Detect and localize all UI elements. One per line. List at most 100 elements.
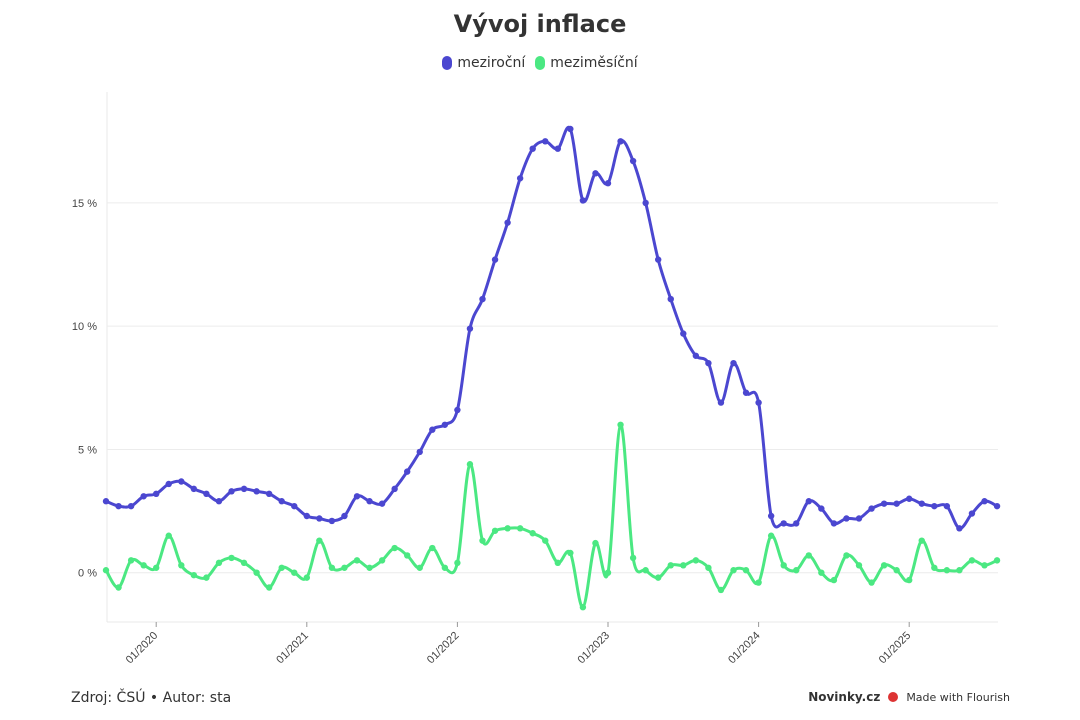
data-point xyxy=(793,520,800,527)
data-point xyxy=(780,520,787,527)
data-point xyxy=(316,515,323,522)
data-point xyxy=(190,571,198,579)
data-point xyxy=(843,552,850,559)
y-tick-label: 0 % xyxy=(78,568,97,580)
data-point xyxy=(855,515,863,522)
data-point xyxy=(981,498,988,505)
brand-logo[interactable]: Novinky.cz xyxy=(808,690,881,704)
data-point xyxy=(466,325,474,332)
data-point xyxy=(516,175,524,182)
legend-label-mezimesicni: meziměsíční xyxy=(550,55,638,71)
data-point xyxy=(504,525,511,532)
made-with-flourish-link[interactable]: Made with Flourish xyxy=(906,690,1010,704)
data-point xyxy=(868,505,875,512)
data-point xyxy=(240,559,248,567)
data-point xyxy=(265,490,273,498)
x-tick-label: 01/2021 xyxy=(274,630,311,667)
data-point xyxy=(830,576,838,584)
data-point xyxy=(705,359,712,367)
data-point xyxy=(341,564,348,571)
data-point xyxy=(190,485,198,493)
data-point xyxy=(454,406,461,414)
data-point xyxy=(353,493,361,500)
data-point xyxy=(943,567,951,574)
data-point xyxy=(567,125,574,133)
data-point xyxy=(542,138,549,145)
data-point xyxy=(617,421,624,428)
data-point xyxy=(667,562,674,569)
data-point xyxy=(830,520,838,527)
data-point xyxy=(742,389,750,396)
data-point xyxy=(968,510,976,517)
data-point xyxy=(843,515,850,522)
legend-item-mezimesicni[interactable]: meziměsíční xyxy=(535,55,638,71)
data-point xyxy=(353,557,361,564)
x-tick-label: 01/2023 xyxy=(576,630,613,667)
x-tick-label: 01/2025 xyxy=(877,630,914,667)
data-point xyxy=(956,525,963,532)
x-tick-label: 01/2020 xyxy=(124,630,161,667)
data-point xyxy=(956,567,963,574)
data-point xyxy=(479,537,486,544)
data-point xyxy=(429,544,436,552)
data-point xyxy=(805,498,812,505)
data-point xyxy=(943,502,951,510)
data-point xyxy=(378,500,386,507)
data-point xyxy=(717,586,725,594)
data-point xyxy=(918,500,925,507)
data-point xyxy=(755,579,762,586)
data-point xyxy=(554,559,561,567)
data-point xyxy=(592,539,599,547)
legend-item-mezirocni[interactable]: meziroční xyxy=(442,55,525,71)
data-point xyxy=(717,399,725,406)
data-point xyxy=(655,256,662,263)
data-point xyxy=(429,426,436,433)
data-point xyxy=(818,505,825,512)
data-point xyxy=(253,569,260,576)
data-point xyxy=(642,567,649,574)
data-point xyxy=(981,562,988,569)
data-point xyxy=(579,604,587,611)
data-point xyxy=(705,564,712,571)
data-point xyxy=(127,502,135,510)
data-point xyxy=(228,488,235,495)
data-point xyxy=(328,517,336,525)
data-point xyxy=(140,562,147,569)
data-point xyxy=(178,478,185,485)
y-tick-label: 10 % xyxy=(72,321,97,333)
data-point xyxy=(102,567,110,574)
data-point xyxy=(366,498,373,505)
data-point xyxy=(504,219,511,226)
data-point xyxy=(253,488,260,495)
data-point xyxy=(215,559,223,567)
data-point xyxy=(542,537,549,544)
data-point xyxy=(228,554,235,562)
legend: meziroční meziměsíční xyxy=(0,55,1080,71)
data-point xyxy=(667,295,674,303)
data-point xyxy=(629,554,637,562)
data-point xyxy=(203,574,210,581)
data-point xyxy=(767,532,775,539)
data-point xyxy=(868,579,875,586)
data-point xyxy=(567,549,574,557)
data-point xyxy=(755,399,762,406)
data-point xyxy=(680,562,687,569)
data-point xyxy=(893,500,900,507)
data-point xyxy=(655,574,662,581)
series-line-mezirocni xyxy=(105,125,998,530)
data-point xyxy=(153,490,160,498)
data-point xyxy=(416,448,423,456)
data-point xyxy=(818,569,825,576)
data-point xyxy=(441,564,449,571)
data-point xyxy=(805,552,812,559)
data-point xyxy=(993,502,1001,510)
data-point xyxy=(140,493,147,500)
y-tick-label: 15 % xyxy=(72,198,97,210)
data-point xyxy=(404,552,411,559)
data-point xyxy=(391,544,398,552)
data-point xyxy=(303,574,310,581)
data-point xyxy=(906,495,913,502)
data-point xyxy=(855,562,863,569)
data-point xyxy=(604,180,612,187)
